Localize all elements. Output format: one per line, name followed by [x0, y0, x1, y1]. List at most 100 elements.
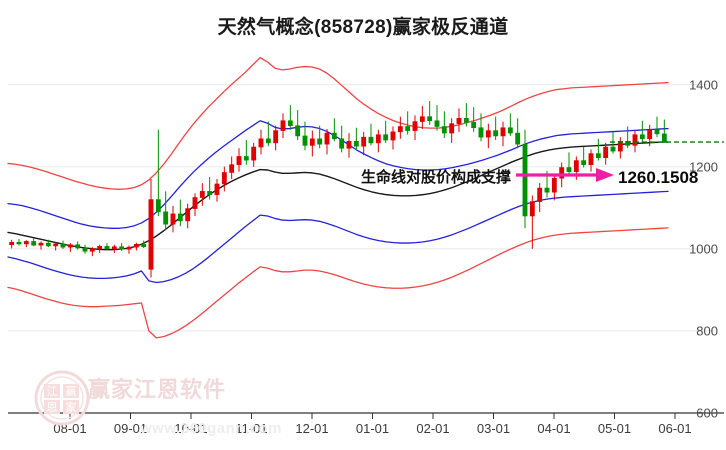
candle-body — [111, 246, 117, 250]
candle-body — [251, 146, 257, 161]
candle-body — [625, 140, 631, 146]
y-tick-label: 1400 — [689, 77, 718, 93]
candle-body — [53, 243, 59, 247]
candle-body — [515, 132, 521, 145]
x-tick-label: 09-01 — [113, 421, 148, 436]
watermark-url: www.360gann.com — [140, 420, 282, 437]
candle-body — [353, 140, 359, 147]
candle-body — [97, 246, 103, 250]
candle-body — [471, 122, 477, 129]
candle-body — [67, 244, 73, 248]
series-line-3 — [7, 190, 669, 284]
candle-body — [346, 140, 352, 149]
candle-body — [485, 130, 491, 138]
candle-body — [155, 199, 161, 213]
watermark-seal-icon: 江 赢 恩 家 — [34, 370, 90, 426]
candle-body — [581, 160, 587, 165]
candle-body — [295, 125, 301, 137]
candle-body — [31, 241, 37, 246]
candle-body — [632, 134, 638, 146]
candle-body — [361, 136, 367, 147]
candle-body — [287, 120, 293, 126]
y-tick-label: 1000 — [689, 241, 718, 257]
candle-body — [661, 133, 667, 143]
candle-body — [170, 213, 176, 225]
candle-body — [75, 244, 81, 249]
candle-body — [16, 241, 22, 245]
candle-body — [9, 241, 15, 246]
candle-body — [654, 129, 660, 135]
candle-body — [126, 246, 132, 250]
candle-body — [434, 120, 440, 127]
candle-body — [141, 244, 147, 248]
candle-body — [273, 130, 279, 144]
candle-body — [309, 138, 315, 146]
candle-body — [317, 138, 323, 145]
candle-body — [89, 248, 95, 252]
candle-body — [148, 199, 154, 270]
candle-body — [566, 167, 572, 172]
candle-body — [551, 177, 557, 193]
candle-body — [324, 132, 330, 145]
svg-text:恩: 恩 — [47, 401, 58, 414]
candle-body — [192, 197, 198, 209]
candle-body — [639, 134, 645, 140]
candle-body — [243, 156, 249, 161]
candle-body — [185, 208, 191, 222]
series-line-0 — [7, 56, 669, 190]
candle-body — [647, 129, 653, 140]
candle-body — [331, 132, 337, 140]
svg-text:赢: 赢 — [66, 384, 77, 398]
y-tick-label: 600 — [696, 405, 718, 421]
candle-body — [207, 191, 213, 195]
candle-body — [573, 160, 579, 172]
candle-body — [302, 135, 308, 146]
candle-body — [60, 243, 66, 248]
candle-body — [412, 121, 418, 131]
x-tick-label: 03-01 — [476, 421, 511, 436]
candle-body — [544, 187, 550, 193]
candle-body — [236, 156, 242, 165]
series-line-4 — [7, 227, 669, 339]
candle-body — [45, 242, 51, 247]
candle-body — [603, 146, 609, 158]
candle-body — [529, 201, 535, 217]
x-tick-label: 11-01 — [235, 421, 268, 436]
candle-body — [104, 246, 110, 250]
candle-body — [463, 117, 469, 123]
candle-body — [82, 247, 88, 252]
candlestick-group — [9, 101, 667, 278]
candle-body — [493, 130, 499, 137]
candle-body — [177, 213, 183, 222]
series-line-1 — [7, 120, 669, 229]
candle-body — [390, 131, 396, 141]
candle-body — [397, 126, 403, 133]
candle-body — [199, 191, 205, 198]
candle-body — [221, 172, 227, 185]
candle-body — [500, 127, 506, 137]
candle-body — [280, 120, 286, 131]
svg-text:江: 江 — [47, 385, 58, 398]
y-tick-label: 1200 — [689, 159, 718, 175]
candle-body — [405, 126, 411, 131]
current-price-label: 1260.1508 — [618, 168, 699, 187]
candle-body — [368, 136, 374, 144]
x-tick-label: 01-01 — [355, 421, 390, 436]
candle-body — [119, 246, 125, 250]
x-tick-label: 06-01 — [658, 421, 692, 436]
candle-body — [522, 143, 528, 217]
x-tick-label: 02-01 — [416, 421, 450, 436]
candle-body — [265, 138, 271, 144]
candle-body — [427, 116, 433, 122]
watermark-brand: 赢家江恩软件 — [88, 377, 227, 402]
candle-body — [375, 134, 381, 144]
series-line-2 — [7, 141, 669, 251]
candle-body — [23, 241, 29, 245]
lifeline-support-annotation: 生命线对股价构成支撑 — [361, 169, 512, 186]
candle-body — [441, 126, 447, 134]
candle-body — [229, 164, 235, 173]
candle-body — [133, 244, 139, 248]
candle-body — [478, 127, 484, 138]
